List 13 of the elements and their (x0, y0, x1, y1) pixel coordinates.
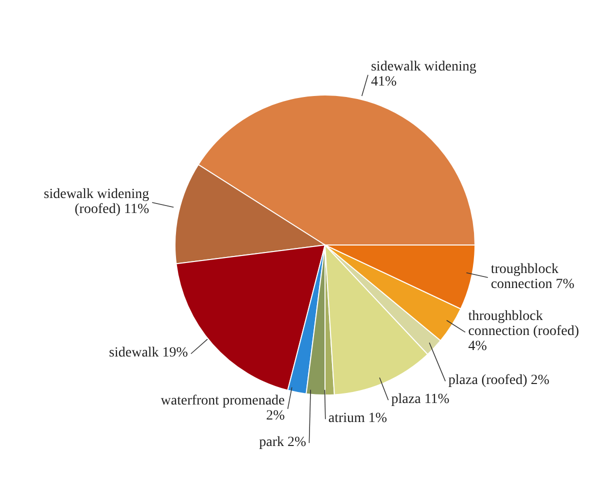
slice-label: waterfront promenade (160, 394, 285, 409)
slice-label: plaza 11% (391, 392, 450, 408)
slice-label: troughblock connection 7% (490, 262, 575, 292)
data-label: 2% (266, 408, 286, 424)
slice-label: sidewalk widening (roofed) 11% (44, 187, 150, 218)
slice-label: atrium 1% (328, 411, 388, 426)
slice-label: sidewalk widening (370, 60, 476, 75)
data-label: 4% (468, 339, 488, 354)
data-label: 41% (370, 74, 397, 90)
slice-label: sidewalk 19% (109, 346, 188, 361)
slice-label: plaza (roofed) 2% (448, 373, 550, 388)
slice-label: park 2% (259, 435, 307, 450)
slice-label: throughblock connection (roofed) (468, 309, 580, 340)
